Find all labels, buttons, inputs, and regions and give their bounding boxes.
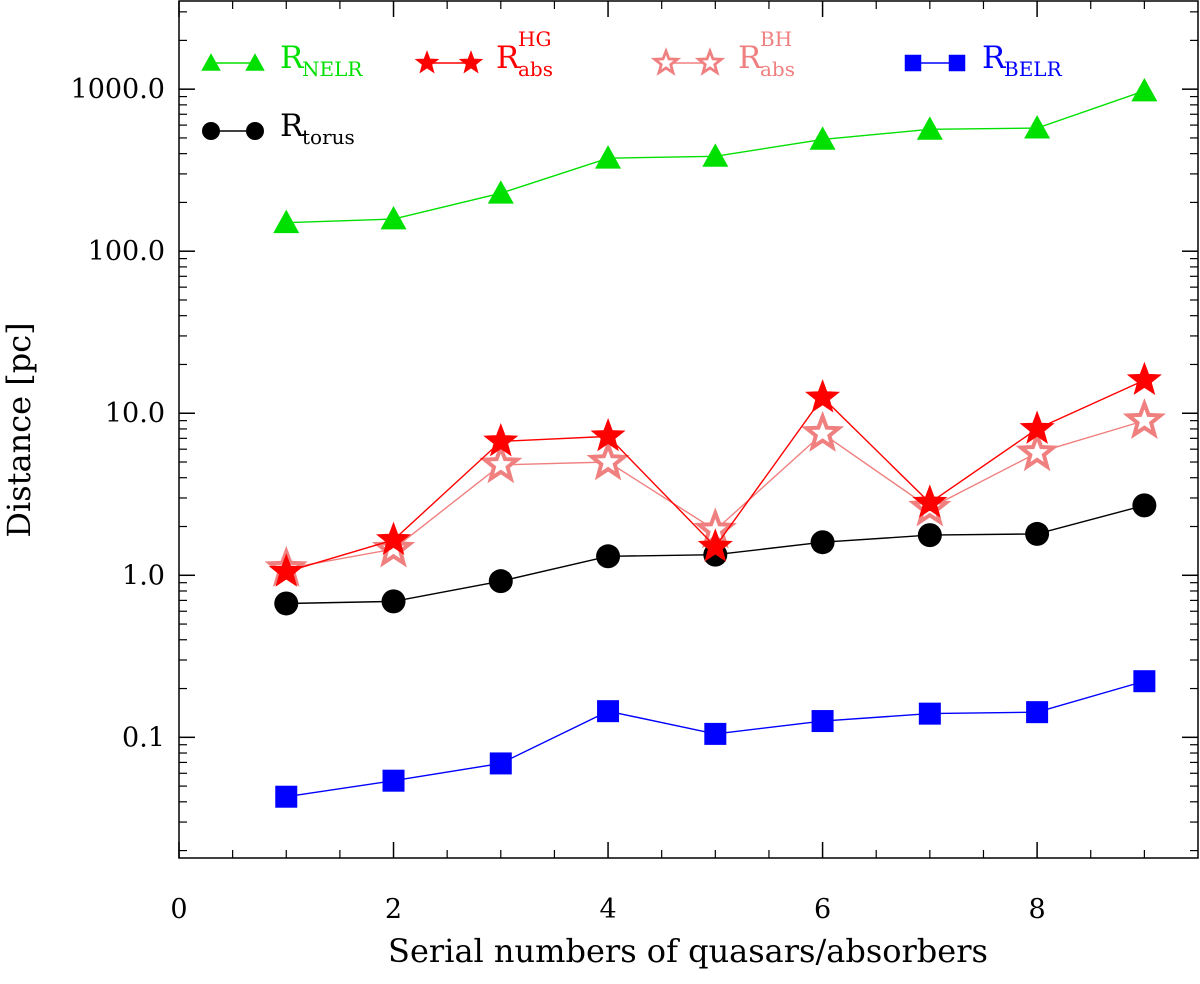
data-point-nelr — [809, 126, 836, 150]
legend-subscript: abs — [518, 57, 553, 81]
data-point-torus — [488, 569, 513, 594]
data-point-abs_hg — [1126, 361, 1162, 396]
data-point-torus — [810, 530, 835, 555]
data-point-abs_bh — [1015, 430, 1059, 472]
data-point-belr — [811, 710, 834, 733]
data-point-nelr — [487, 180, 514, 204]
data-point-nelr — [1131, 77, 1158, 102]
legend-marker — [201, 53, 221, 71]
data-point-torus — [596, 544, 621, 569]
legend-label: R — [496, 40, 521, 76]
data-point-abs_hg — [805, 379, 841, 413]
series-torus — [274, 493, 1157, 616]
data-point-abs_hg — [1019, 410, 1055, 444]
legend-marker — [948, 54, 966, 72]
legend-subscript: NELR — [302, 57, 363, 81]
y-tick-label: 100.0 — [88, 236, 165, 267]
data-point-torus — [1025, 521, 1050, 546]
legend-entry-abs_hg: RHG abs — [414, 27, 553, 81]
data-point-belr — [275, 785, 298, 808]
data-point-abs_hg — [697, 528, 733, 562]
legend-marker — [245, 53, 265, 71]
data-point-nelr — [595, 145, 622, 169]
data-point-nelr — [273, 209, 300, 234]
data-point-torus — [381, 589, 406, 614]
data-point-torus — [1132, 493, 1157, 518]
legend-label: R — [738, 40, 763, 76]
series-nelr — [273, 77, 1158, 234]
y-axis-title: Distance [pc] — [0, 322, 38, 537]
data-point-belr — [704, 722, 727, 745]
legend-superscript: HG — [518, 27, 551, 51]
data-point-nelr — [1024, 115, 1051, 139]
data-point-belr — [918, 702, 941, 725]
series-belr — [275, 670, 1156, 808]
legend-marker — [694, 47, 726, 76]
axis-ticks: 0 2 4 6 8 0.1 1.0 10.0 100.0 1000.0 — [71, 1, 1198, 925]
legend-marker — [458, 50, 484, 74]
legend-subscript: abs — [760, 57, 795, 81]
data-point-belr — [489, 752, 512, 775]
x-tick-label: 2 — [385, 894, 402, 925]
y-tick-label: 0.1 — [122, 722, 165, 753]
data-point-abs_hg — [483, 422, 519, 457]
data-point-abs_bh — [479, 442, 523, 484]
legend-subscript: torus — [302, 125, 355, 149]
x-tick-label: 4 — [599, 894, 616, 925]
data-point-torus — [274, 591, 299, 616]
data-point-torus — [917, 523, 942, 548]
x-axis-title: Serial numbers of quasars/absorbers — [388, 932, 988, 970]
series-abs_hg — [268, 361, 1162, 587]
legend-superscript: BH — [760, 27, 792, 51]
data-point-abs_hg — [912, 484, 948, 518]
legend-marker — [904, 54, 922, 72]
legend-marker — [650, 47, 682, 76]
data-point-belr — [597, 700, 620, 723]
legend-marker — [202, 122, 220, 140]
legend-entry-abs_bh: RBH abs — [650, 27, 795, 81]
x-tick-label: 6 — [814, 894, 831, 925]
data-point-nelr — [702, 143, 729, 167]
data-point-abs_bh — [586, 439, 630, 481]
data-point-abs_hg — [590, 417, 626, 452]
legend-marker — [414, 50, 440, 74]
data-point-belr — [382, 769, 405, 792]
series-layer — [264, 77, 1166, 808]
data-point-abs_bh — [800, 410, 845, 452]
y-tick-label: 1000.0 — [71, 74, 165, 105]
data-point-belr — [1133, 670, 1156, 693]
data-point-nelr — [916, 116, 943, 140]
data-point-abs_hg — [268, 553, 304, 587]
data-point-nelr — [380, 206, 407, 230]
y-tick-label: 10.0 — [105, 398, 165, 429]
data-point-abs_bh — [1122, 398, 1166, 440]
x-tick-label: 8 — [1029, 894, 1046, 925]
data-point-abs_hg — [376, 521, 412, 555]
legend-label: R — [280, 40, 305, 76]
legend-label: R — [982, 40, 1007, 76]
legend-label: R — [280, 108, 305, 144]
x-tick-label: 0 — [170, 894, 187, 925]
y-tick-label: 1.0 — [122, 560, 165, 591]
legend-marker — [246, 122, 264, 140]
data-point-belr — [1026, 701, 1049, 724]
legend-subscript: BELR — [1004, 57, 1063, 81]
